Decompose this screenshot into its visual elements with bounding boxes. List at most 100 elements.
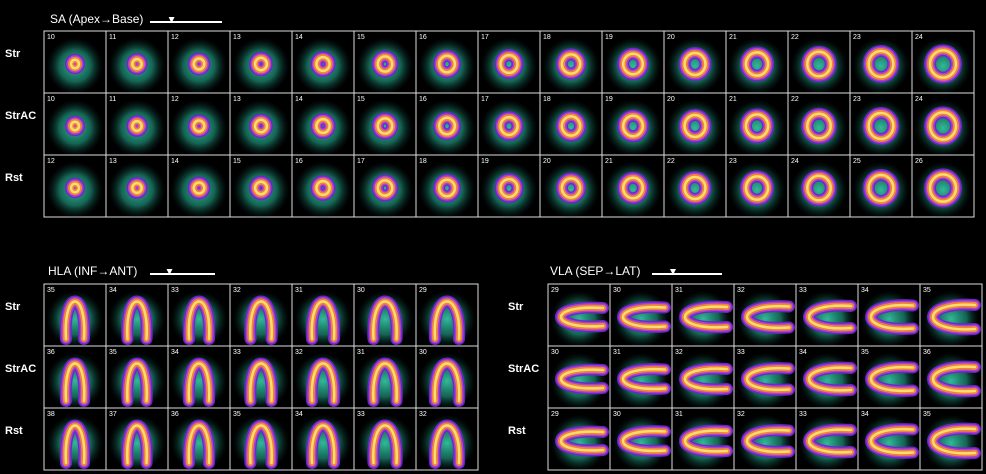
slice-tile[interactable]: 32 — [733, 283, 797, 348]
slice-tile[interactable]: 34 — [857, 407, 921, 472]
slice-tile[interactable]: 33 — [795, 407, 859, 472]
slice-tile[interactable]: 34 — [167, 345, 231, 410]
slice-tile[interactable]: 15 — [353, 30, 417, 95]
slice-tile[interactable]: 21 — [725, 30, 789, 95]
slice-tile[interactable]: 32 — [415, 407, 479, 472]
slice-tile[interactable]: 37 — [105, 407, 169, 472]
slice-tile[interactable]: 34 — [795, 345, 859, 410]
slice-tile[interactable]: 11 — [105, 30, 169, 95]
slice-tile[interactable]: 19 — [601, 92, 665, 157]
slice-tile[interactable]: 14 — [291, 92, 355, 157]
myocardium-layer — [310, 300, 336, 341]
slice-tile[interactable]: 10 — [43, 30, 107, 95]
slice-tile[interactable]: 20 — [663, 92, 727, 157]
slice-tile[interactable]: 29 — [547, 283, 611, 348]
slice-tile[interactable]: 30 — [609, 407, 673, 472]
slice-tile[interactable]: 33 — [229, 345, 293, 410]
slice-tile[interactable]: 15 — [229, 154, 293, 219]
slice-tile[interactable]: 32 — [733, 407, 797, 472]
slice-tile[interactable]: 12 — [167, 30, 231, 95]
slice-tile[interactable]: 25 — [849, 154, 913, 219]
myocardium-layer — [560, 115, 582, 137]
slice-tile[interactable]: 10 — [43, 92, 107, 157]
slice-tile[interactable]: 14 — [291, 30, 355, 95]
slice-tile[interactable]: 36 — [167, 407, 231, 472]
slice-tile[interactable]: 30 — [609, 283, 673, 348]
slice-tile[interactable]: 12 — [43, 154, 107, 219]
slice-tile[interactable]: 36 — [919, 345, 983, 410]
slider-handle[interactable] — [670, 269, 676, 275]
myocardium-layer — [192, 119, 206, 133]
slice-tile[interactable]: 29 — [547, 407, 611, 472]
slice-tile[interactable]: 14 — [167, 154, 231, 219]
slice-tile[interactable]: 29 — [415, 283, 479, 348]
slice-tile[interactable]: 35 — [229, 407, 293, 472]
slice-tile[interactable]: 33 — [795, 283, 859, 348]
slice-tile[interactable]: 23 — [725, 154, 789, 219]
slice-tile[interactable]: 17 — [477, 30, 541, 95]
slice-tile[interactable]: 18 — [539, 30, 603, 95]
slice-tile[interactable]: 35 — [43, 283, 107, 348]
slice-tile[interactable]: 17 — [353, 154, 417, 219]
slice-tile[interactable]: 23 — [849, 30, 913, 95]
slice-tile[interactable]: 19 — [601, 30, 665, 95]
slice-tile[interactable]: 22 — [787, 30, 851, 95]
slice-tile[interactable]: 35 — [857, 345, 921, 410]
slice-tile[interactable]: 32 — [229, 283, 293, 348]
slice-tile[interactable]: 22 — [663, 154, 727, 219]
slice-tile[interactable]: 22 — [787, 92, 851, 157]
slice-tile[interactable]: 13 — [105, 154, 169, 219]
slice-tile[interactable]: 35 — [919, 283, 983, 348]
slice-number: 21 — [729, 96, 737, 103]
slice-tile[interactable]: 13 — [229, 30, 293, 95]
tissue-glow — [728, 161, 786, 219]
slice-tile[interactable]: 32 — [671, 345, 735, 410]
slice-tile[interactable]: 31 — [671, 407, 735, 472]
slice-tile[interactable]: 23 — [849, 92, 913, 157]
slice-number: 31 — [357, 349, 365, 356]
slice-tile[interactable]: 24 — [911, 30, 975, 95]
slice-tile[interactable]: 24 — [911, 92, 975, 157]
slice-tile[interactable]: 18 — [415, 154, 479, 219]
slice-tile[interactable]: 16 — [415, 30, 479, 95]
slice-tile[interactable]: 12 — [167, 92, 231, 157]
slice-tile[interactable]: 31 — [291, 283, 355, 348]
slice-tile[interactable]: 17 — [477, 92, 541, 157]
tissue-glow — [604, 161, 662, 219]
slice-tile[interactable]: 24 — [787, 154, 851, 219]
slice-tile[interactable]: 31 — [353, 345, 417, 410]
slice-tile[interactable]: 34 — [291, 407, 355, 472]
tissue-glow — [542, 37, 600, 95]
slice-tile[interactable]: 32 — [291, 345, 355, 410]
slice-tile[interactable]: 33 — [353, 407, 417, 472]
slice-tile[interactable]: 33 — [167, 283, 231, 348]
slice-tile[interactable]: 15 — [353, 92, 417, 157]
slice-tile[interactable]: 18 — [539, 92, 603, 157]
slice-tile[interactable]: 13 — [229, 92, 293, 157]
slice-tile[interactable]: 16 — [415, 92, 479, 157]
slice-tile[interactable]: 31 — [671, 283, 735, 348]
slice-tile[interactable]: 16 — [291, 154, 355, 219]
slice-tile[interactable]: 35 — [919, 407, 983, 472]
slice-number: 29 — [551, 411, 559, 418]
slice-tile[interactable]: 21 — [601, 154, 665, 219]
slice-tile[interactable]: 36 — [43, 345, 107, 410]
slice-tile[interactable]: 20 — [663, 30, 727, 95]
slice-tile[interactable]: 11 — [105, 92, 169, 157]
slice-tile[interactable]: 33 — [733, 345, 797, 410]
slice-tile[interactable]: 38 — [43, 407, 107, 472]
slider-handle[interactable] — [168, 17, 175, 23]
slice-tile[interactable]: 26 — [911, 154, 975, 219]
slice-tile[interactable]: 30 — [547, 345, 611, 410]
slider-handle[interactable] — [166, 269, 173, 275]
slice-tile[interactable]: 31 — [609, 345, 673, 410]
slice-tile[interactable]: 34 — [857, 283, 921, 348]
slice-tile[interactable]: 30 — [415, 345, 479, 410]
slice-tile[interactable]: 34 — [105, 283, 169, 348]
slice-tile[interactable]: 35 — [105, 345, 169, 410]
slice-tile[interactable]: 19 — [477, 154, 541, 219]
slice-tile[interactable]: 20 — [539, 154, 603, 219]
slice-tile[interactable]: 21 — [725, 92, 789, 157]
slice-tile[interactable]: 30 — [353, 283, 417, 348]
myocardium-layer — [69, 120, 81, 132]
